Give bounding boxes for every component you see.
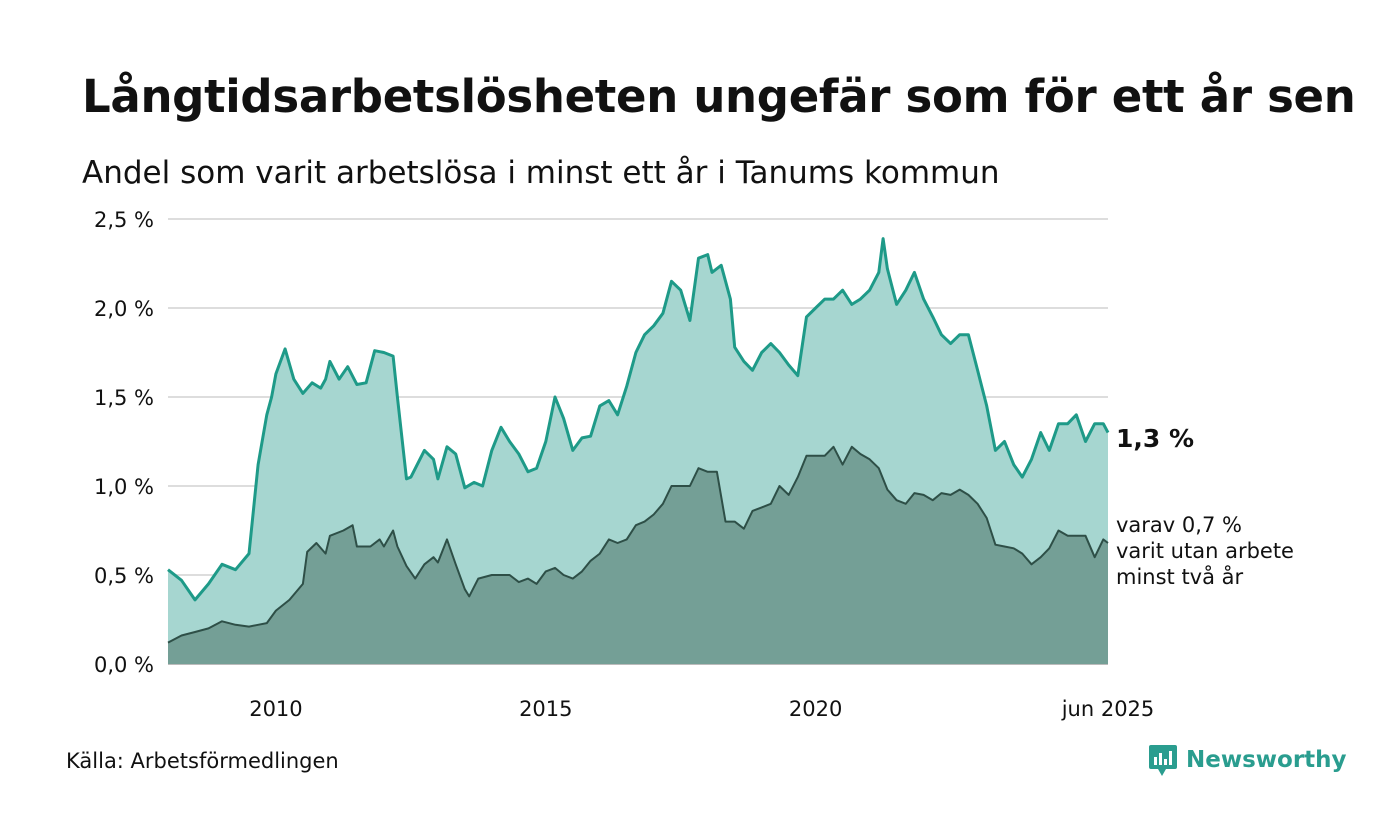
x-tick-label: 2020: [789, 697, 842, 721]
brand-logo: Newsworthy: [1148, 743, 1347, 777]
x-tick-label: 2015: [519, 697, 572, 721]
y-tick-label: 1,5 %: [94, 386, 154, 410]
y-tick-label: 2,5 %: [94, 208, 154, 232]
chart-areas: [167, 237, 1110, 664]
y-axis-ticks: 0,0 % 0,5 % 1,0 % 1,5 % 2,0 % 2,5 %: [94, 208, 154, 677]
end-label-primary: 1,3 %: [1116, 424, 1194, 453]
brand-name: Newsworthy: [1186, 747, 1347, 773]
series-2-line: [167, 445, 1109, 644]
end-label-secondary-line: minst två år: [1116, 564, 1244, 589]
x-tick-label: 2010: [249, 697, 302, 721]
newsworthy-logo-icon: [1149, 745, 1177, 776]
chart-title: Långtidsarbetslösheten ungefär som för e…: [82, 70, 1356, 123]
y-tick-label: 1,0 %: [94, 475, 154, 499]
end-label-secondary-line: varav 0,7 %: [1116, 513, 1242, 537]
y-tick-label: 0,5 %: [94, 564, 154, 588]
x-tick-label: jun 2025: [1061, 697, 1155, 721]
area-chart: 0,0 %0,5 %1,0 %1,5 %2,0 %2,5 % 2010 2015 2…: [94, 208, 1294, 721]
y-tick-label: 2,0 %: [94, 297, 154, 321]
x-axis-ticks: 2010 2015 2020 jun 2025: [249, 697, 1154, 721]
y-tick-label: 0,0 %: [94, 653, 154, 677]
chart-subtitle: Andel som varit arbetslösa i minst ett å…: [82, 155, 1000, 191]
source-note: Källa: Arbetsförmedlingen: [66, 749, 339, 773]
series-1-line: [167, 237, 1110, 602]
end-label-secondary-line: varit utan arbete: [1116, 539, 1294, 563]
series-2-area: [168, 446, 1108, 664]
